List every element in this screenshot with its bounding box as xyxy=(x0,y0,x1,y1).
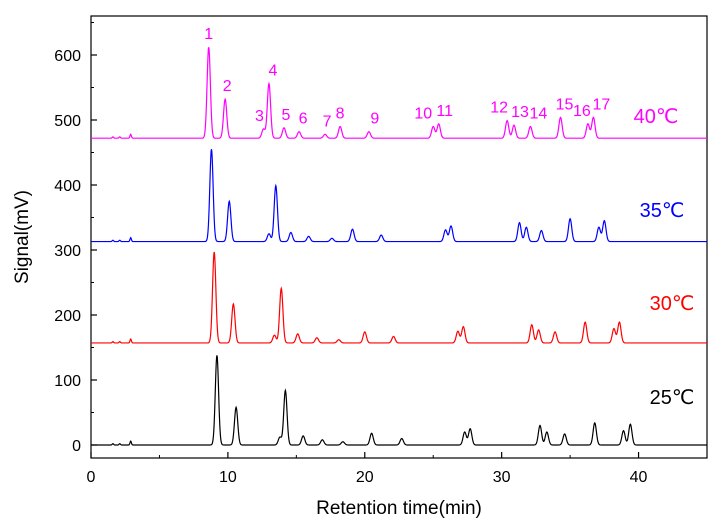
peak-label: 9 xyxy=(370,111,379,128)
series-labels: 25℃ 30℃ 35℃ 40℃ xyxy=(634,106,695,409)
y-tick-label: 0 xyxy=(72,438,81,455)
peak-label: 1 xyxy=(204,26,213,43)
series-label: 25℃ xyxy=(650,387,695,409)
trace-40c xyxy=(91,47,707,139)
y-tick-label: 200 xyxy=(54,308,81,325)
peak-label: 2 xyxy=(223,78,232,95)
y-tick-label: 300 xyxy=(54,243,81,260)
peak-label: 15 xyxy=(556,96,574,113)
peak-label: 4 xyxy=(269,63,278,80)
peak-label: 10 xyxy=(414,106,432,123)
peak-label: 14 xyxy=(530,106,548,123)
x-tick-label: 40 xyxy=(630,469,648,486)
x-tick-label: 0 xyxy=(87,469,96,486)
trace-30c xyxy=(91,251,707,344)
peak-label: 13 xyxy=(511,104,529,121)
trace-25c xyxy=(91,355,707,446)
y-tick-label: 500 xyxy=(54,113,81,130)
y-tick-label: 600 xyxy=(54,48,81,65)
y-axis-title: Signal(mV) xyxy=(12,190,33,284)
series-label: 35℃ xyxy=(640,200,685,222)
peak-label: 11 xyxy=(436,103,453,120)
trace-35c xyxy=(91,149,707,243)
x-tick-label: 30 xyxy=(493,469,511,486)
peak-label: 3 xyxy=(255,108,264,125)
y-tick-label: 400 xyxy=(54,178,81,195)
x-axis-title: Retention time(min) xyxy=(316,498,482,519)
peak-label: 17 xyxy=(592,96,610,113)
x-tick-label: 10 xyxy=(219,469,237,486)
y-tick-label: 100 xyxy=(54,373,81,390)
peak-label: 7 xyxy=(323,113,332,130)
x-tick-label: 20 xyxy=(356,469,374,486)
peak-label: 5 xyxy=(282,107,291,124)
y-axis: 0 100 200 300 400 500 600 xyxy=(54,22,97,455)
series-label: 40℃ xyxy=(634,106,679,128)
x-axis: 0 10 20 30 40 xyxy=(87,452,648,486)
peak-label: 12 xyxy=(490,100,508,117)
series-label: 30℃ xyxy=(650,293,695,315)
series-traces xyxy=(91,47,707,446)
peak-label: 6 xyxy=(299,111,308,128)
peak-label: 16 xyxy=(573,103,591,120)
peak-label: 8 xyxy=(336,106,345,123)
plot-frame xyxy=(90,15,708,459)
